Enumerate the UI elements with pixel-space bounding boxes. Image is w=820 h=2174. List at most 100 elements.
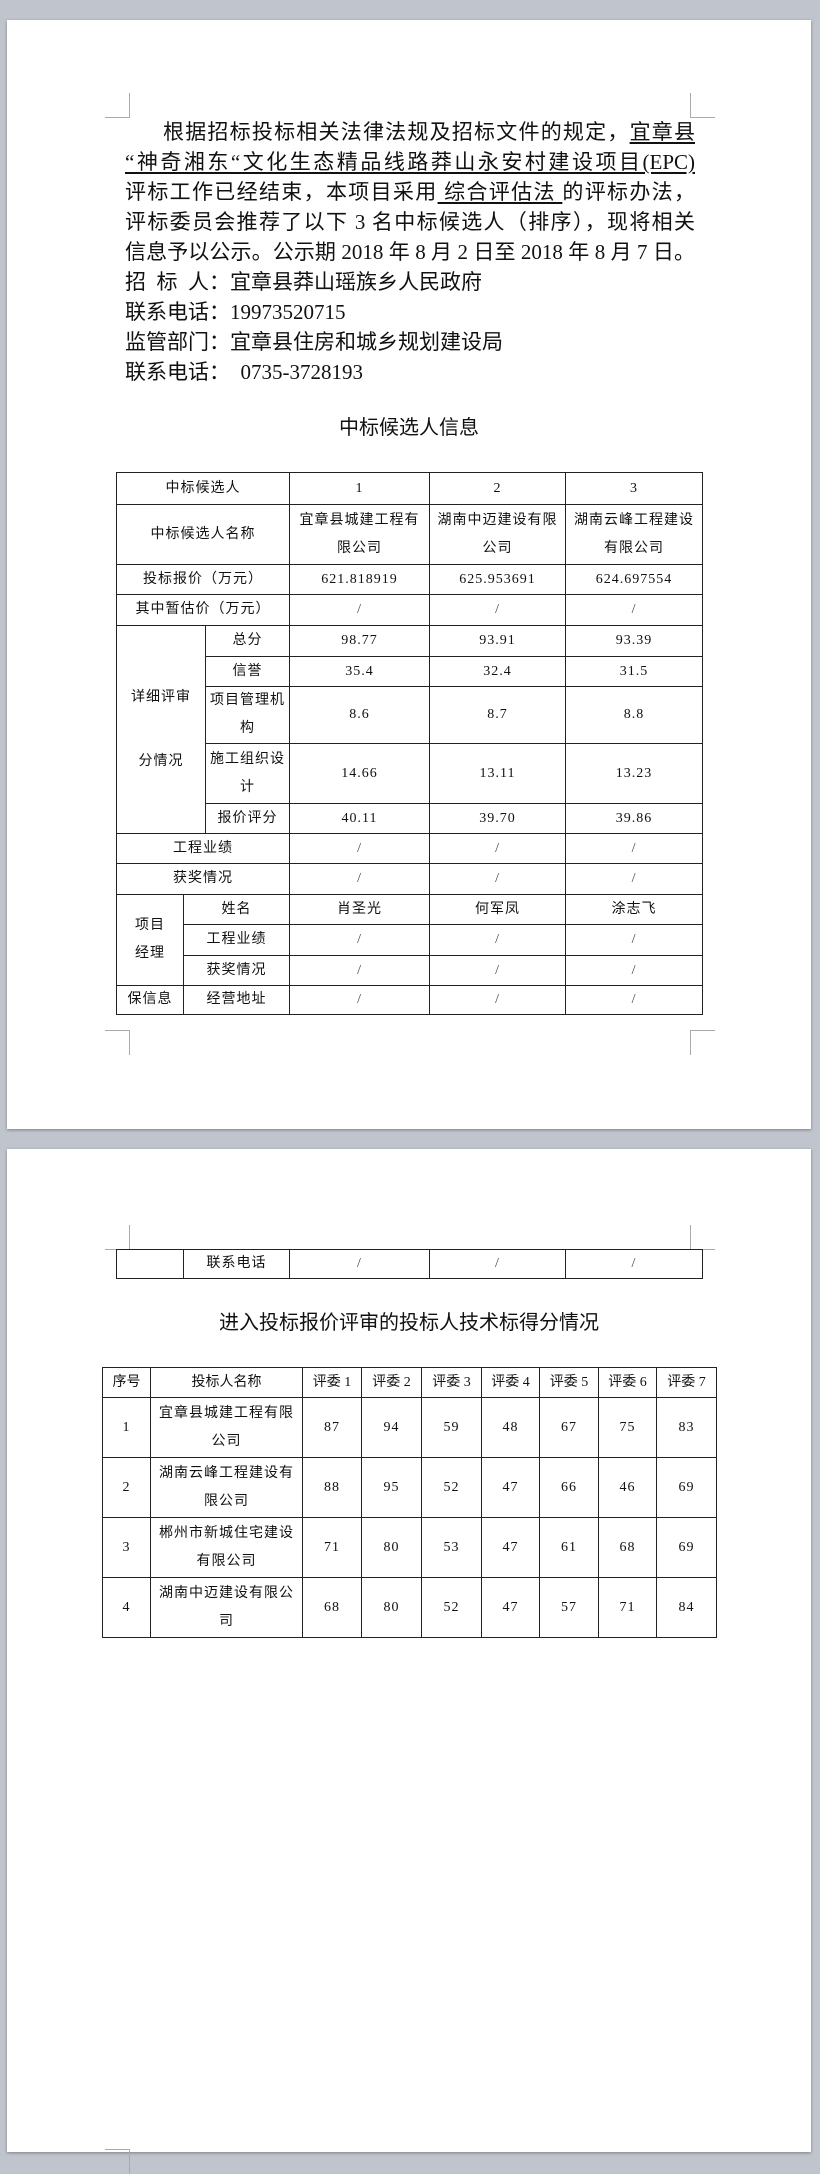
- text: 根据招标投标相关法律法规及招标文件的规定，: [163, 120, 630, 144]
- table-row: 施工组织设计 14.66 13.11 13.23: [117, 743, 704, 804]
- cell: /: [429, 1249, 566, 1279]
- cell: /: [289, 1249, 430, 1279]
- column-header: 评委 7: [656, 1367, 717, 1398]
- score-cell: 80: [361, 1517, 422, 1578]
- score-cell: 67: [539, 1397, 599, 1458]
- table-row: 项目管理机构 8.6 8.7 8.8: [117, 686, 704, 744]
- cell: 信誉: [204, 656, 291, 687]
- cell: 获奖情况: [115, 863, 291, 895]
- score-cell: 48: [481, 1397, 540, 1458]
- cell: 何军凤: [429, 894, 567, 925]
- score-cell: 95: [361, 1457, 422, 1518]
- score-cell: 75: [598, 1397, 657, 1458]
- score-cell: 53: [421, 1517, 482, 1578]
- empty-cell: [116, 1249, 184, 1279]
- header-row: 序号 投标人名称 评委 1 评委 2 评委 3 评委 4 评委 5 评委 6 评委 7: [102, 1367, 717, 1398]
- table-row: 联系电话 / / /: [116, 1249, 703, 1279]
- cell: /: [429, 955, 567, 986]
- score-cell: 68: [302, 1577, 362, 1638]
- bidder-name: 湖南云峰工程建设有限公司: [150, 1457, 303, 1518]
- cell: /: [565, 924, 704, 956]
- cell: 项目管理机构: [204, 686, 291, 744]
- cell: 肖圣光: [289, 894, 431, 925]
- cell: 湖南云峰工程建设有限公司: [565, 504, 704, 565]
- notice-line: 评标委员会推荐了以下 3 名中标候选人（排序），现将相关: [125, 210, 695, 234]
- score-cell: 66: [539, 1457, 599, 1518]
- score-table: 序号 投标人名称 评委 1 评委 2 评委 3 评委 4 评委 5 评委 6 评委 7 1 宜章县城…: [102, 1367, 717, 1638]
- candidate-table: 中标候选人 1 2 3 中标候选人名称 宜章县城建工程有限公司 湖南中迈建设有限公司 湖南云峰…: [115, 472, 704, 1015]
- cell: /: [289, 955, 431, 986]
- cell: 32.4: [429, 656, 567, 687]
- table-row: 获奖情况 / / /: [115, 863, 704, 895]
- cell: 1: [289, 472, 431, 505]
- column-header: 评委 4: [481, 1367, 540, 1398]
- text: 的评标办法，: [562, 180, 696, 204]
- cell: 工程业绩: [115, 833, 291, 864]
- table-row: 4 湖南中迈建设有限公司 68 80 52 47 57 71 84: [102, 1577, 717, 1638]
- row-number: 3: [102, 1517, 151, 1578]
- cell: 8.6: [289, 686, 431, 744]
- cell: 经营地址: [182, 985, 291, 1015]
- table-row: 1 宜章县城建工程有限公司 87 94 59 48 67 75 83: [102, 1397, 717, 1458]
- score-cell: 52: [421, 1577, 482, 1638]
- score-cell: 52: [421, 1457, 482, 1518]
- column-header: 评委 6: [598, 1367, 657, 1398]
- score-cell: 83: [656, 1397, 717, 1458]
- cell: 31.5: [565, 656, 704, 687]
- crop-mark: [690, 93, 715, 118]
- score-cell: 69: [656, 1457, 717, 1518]
- cell: 保信息: [116, 985, 184, 1015]
- table1-title: 中标候选人信息: [339, 415, 479, 439]
- cell: /: [565, 1249, 703, 1279]
- table-row: 投标报价（万元） 621.818919 625.953691 624.697554: [115, 564, 704, 595]
- table2-title: 进入投标报价评审的投标人技术标得分情况: [219, 1310, 599, 1334]
- cell: 投标报价（万元）: [115, 564, 291, 595]
- score-cell: 47: [481, 1457, 540, 1518]
- column-header: 评委 2: [361, 1367, 422, 1398]
- score-cell: 71: [302, 1517, 362, 1578]
- cell: 中标候选人: [115, 472, 291, 505]
- cell: /: [565, 955, 704, 986]
- score-cell: 68: [598, 1517, 657, 1578]
- column-header: 评委 3: [421, 1367, 482, 1398]
- crop-mark: [105, 1030, 130, 1055]
- score-cell: 46: [598, 1457, 657, 1518]
- score-cell: 47: [481, 1517, 540, 1578]
- score-cell: 94: [361, 1397, 422, 1458]
- supervisor-phone: 联系电话： 0735-3728193: [125, 360, 363, 384]
- score-cell: 61: [539, 1517, 599, 1578]
- text: 评标工作已经结束，本项目采用: [125, 180, 438, 204]
- cell: 工程业绩: [182, 924, 291, 956]
- row-number: 2: [102, 1457, 151, 1518]
- cell: 中标候选人名称: [115, 504, 291, 565]
- cell: 涂志飞: [565, 894, 704, 925]
- score-cell: 80: [361, 1577, 422, 1638]
- notice-paragraph: 根据招标投标相关法律法规及招标文件的规定，宜章县 “神奇湘东“文化生态精品线路莽…: [125, 117, 695, 387]
- cell: 其中暂估价（万元）: [115, 594, 291, 626]
- notice-line: “神奇湘东“文化生态精品线路莽山永安村建设项目(EPC): [125, 147, 695, 177]
- page-2: 联系电话 / / / 进入投标报价评审的投标人技术标得分情况 序号 投标人名称 评委…: [7, 1149, 811, 2174]
- cell: /: [289, 594, 431, 626]
- cell: 2: [429, 472, 567, 505]
- cell: 14.66: [289, 743, 431, 804]
- cell: /: [429, 985, 567, 1015]
- cell: 39.70: [429, 803, 567, 834]
- cell: 93.39: [565, 625, 704, 657]
- cell: 39.86: [565, 803, 704, 834]
- table-row: 中标候选人 1 2 3: [115, 472, 704, 505]
- cell: /: [429, 863, 567, 895]
- cell: 35.4: [289, 656, 431, 687]
- cell: 98.77: [289, 625, 431, 657]
- bidder-name: 郴州市新城住宅建设有限公司: [150, 1517, 303, 1578]
- supervisor: 监管部门：宜章县住房和城乡规划建设局: [125, 330, 503, 354]
- column-header: 投标人名称: [150, 1367, 303, 1398]
- table-row: 获奖情况 / / /: [117, 955, 704, 986]
- notice-line: 根据招标投标相关法律法规及招标文件的规定，宜章县: [125, 117, 695, 147]
- cell: 详细评审分情况: [116, 625, 206, 834]
- crop-mark: [105, 93, 130, 118]
- cell: 总分: [204, 625, 291, 657]
- score-cell: 47: [481, 1577, 540, 1638]
- cell: /: [289, 833, 431, 864]
- cell: 624.697554: [565, 564, 704, 595]
- cell: 姓名: [182, 894, 291, 925]
